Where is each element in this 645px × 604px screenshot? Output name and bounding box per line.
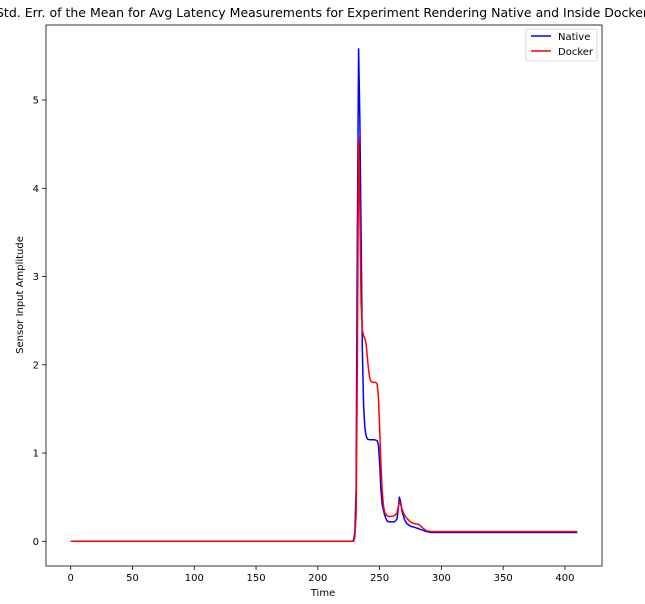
y-axis-label: Sensor Input Amplitude bbox=[15, 236, 26, 354]
x-tick-label: 50 bbox=[126, 573, 139, 584]
x-tick-label: 0 bbox=[68, 573, 74, 584]
series-layer bbox=[70, 48, 578, 543]
plot-area: 0 50 100 150 200 250 300 350 400 0 1 2 3 4 5 bbox=[33, 24, 603, 584]
series-line-native bbox=[70, 48, 578, 543]
x-tick-label: 350 bbox=[494, 573, 513, 584]
series-line-docker bbox=[70, 137, 578, 543]
x-tick-label: 100 bbox=[185, 573, 204, 584]
plot-frame bbox=[45, 24, 603, 567]
legend: Native Docker bbox=[525, 28, 598, 62]
x-axis-ticks: 0 50 100 150 200 250 300 350 400 bbox=[68, 566, 574, 584]
x-tick-label: 400 bbox=[555, 573, 574, 584]
x-tick-label: 300 bbox=[432, 573, 451, 584]
x-axis-label: Time bbox=[310, 588, 335, 599]
chart-title: Std. Err. of the Mean for Avg Latency Me… bbox=[0, 5, 645, 20]
y-tick-label: 5 bbox=[33, 96, 39, 107]
x-tick-label: 150 bbox=[246, 573, 265, 584]
legend-box bbox=[525, 28, 598, 62]
y-tick-label: 2 bbox=[33, 360, 39, 371]
legend-docker-label: Docker bbox=[558, 47, 594, 58]
y-tick-label: 3 bbox=[33, 272, 39, 283]
x-tick-label: 250 bbox=[370, 573, 389, 584]
x-tick-label: 200 bbox=[308, 573, 327, 584]
y-axis-ticks: 0 1 2 3 4 5 bbox=[33, 96, 46, 548]
y-tick-label: 1 bbox=[33, 449, 39, 460]
y-tick-label: 4 bbox=[33, 184, 39, 195]
legend-native-label: Native bbox=[558, 32, 590, 43]
y-tick-label: 0 bbox=[33, 537, 39, 548]
